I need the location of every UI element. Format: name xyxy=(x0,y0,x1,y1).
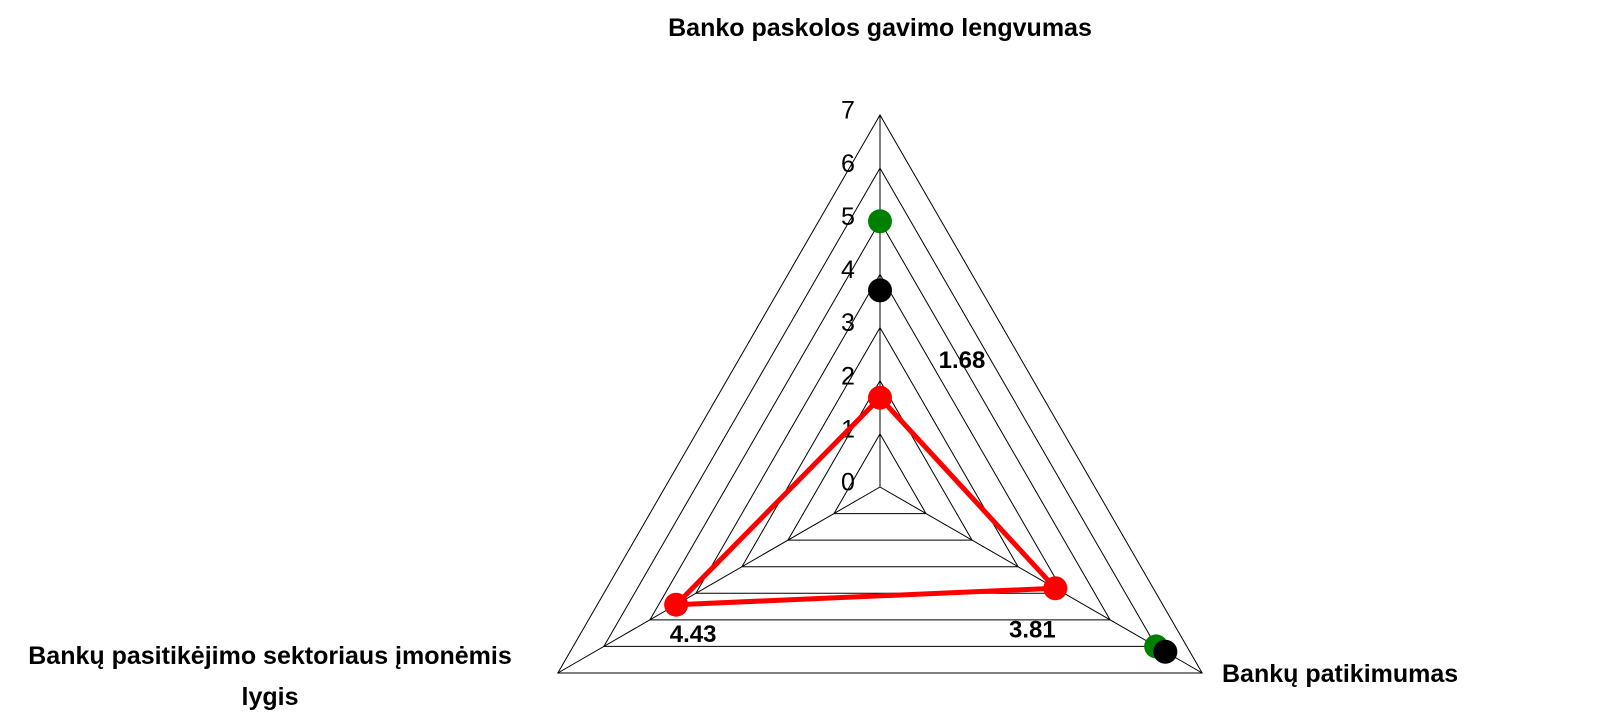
grid-line xyxy=(649,220,1111,621)
grid-line xyxy=(602,167,1158,647)
marker xyxy=(868,278,892,303)
series-line xyxy=(669,394,1061,608)
marker xyxy=(868,385,892,410)
axis-line xyxy=(557,486,881,674)
r-tick-label: 0 xyxy=(841,469,855,497)
category-label: Banko paskolos gavimo lengvumas xyxy=(668,14,1092,42)
r-tick-label: 2 xyxy=(841,362,855,390)
r-tick-label: 7 xyxy=(841,97,855,125)
grid-line xyxy=(556,114,1204,674)
marker xyxy=(868,209,892,234)
grid-line xyxy=(695,273,1065,594)
r-tick-label: 5 xyxy=(841,203,855,231)
marker xyxy=(664,592,689,617)
r-tick-label: 3 xyxy=(841,309,855,337)
marker xyxy=(1153,639,1178,664)
data-label: 3.81 xyxy=(1009,617,1056,644)
data-label: 4.43 xyxy=(670,621,717,648)
r-tick-label: 4 xyxy=(841,256,855,284)
r-tick-label: 6 xyxy=(841,150,855,178)
category-label: Bankų pasitikėjimo sektoriaus įmonėmis l… xyxy=(28,642,512,711)
grid-line xyxy=(833,432,927,515)
grid-line xyxy=(787,379,973,541)
grid-line xyxy=(741,326,1019,568)
category-label: Bankų patikimumas xyxy=(1222,660,1459,688)
marker xyxy=(1043,576,1068,601)
data-label: 1.68 xyxy=(939,347,986,374)
